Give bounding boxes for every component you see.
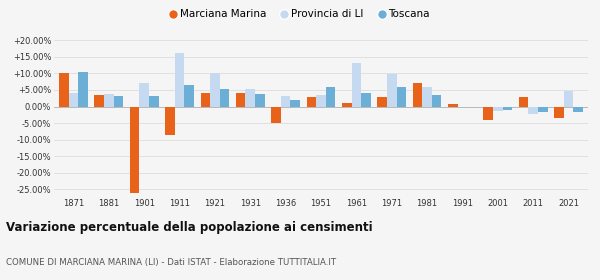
- Bar: [538, 106, 548, 113]
- Bar: [281, 95, 290, 106]
- Bar: [448, 104, 458, 106]
- Bar: [78, 72, 88, 106]
- Bar: [68, 93, 78, 106]
- Bar: [307, 97, 316, 106]
- Bar: [387, 74, 397, 106]
- Bar: [413, 83, 422, 106]
- Bar: [113, 96, 123, 106]
- Bar: [554, 106, 564, 118]
- Bar: [220, 89, 229, 106]
- Bar: [422, 87, 432, 106]
- Bar: [397, 87, 406, 106]
- Legend: Marciana Marina, Provincia di LI, Toscana: Marciana Marina, Provincia di LI, Toscan…: [166, 5, 434, 24]
- Bar: [165, 106, 175, 135]
- Bar: [342, 102, 352, 106]
- Bar: [130, 106, 139, 193]
- Bar: [94, 95, 104, 106]
- Bar: [432, 95, 442, 106]
- Bar: [377, 97, 387, 106]
- Bar: [255, 94, 265, 106]
- Bar: [361, 93, 371, 106]
- Bar: [564, 91, 574, 106]
- Bar: [529, 106, 538, 114]
- Bar: [484, 106, 493, 120]
- Bar: [149, 96, 158, 106]
- Bar: [316, 95, 326, 106]
- Text: Variazione percentuale della popolazione ai censimenti: Variazione percentuale della popolazione…: [6, 221, 373, 234]
- Bar: [184, 85, 194, 106]
- Bar: [574, 106, 583, 113]
- Bar: [290, 100, 300, 106]
- Bar: [245, 88, 255, 106]
- Bar: [139, 83, 149, 106]
- Bar: [200, 93, 210, 106]
- Bar: [104, 94, 113, 106]
- Text: COMUNE DI MARCIANA MARINA (LI) - Dati ISTAT - Elaborazione TUTTITALIA.IT: COMUNE DI MARCIANA MARINA (LI) - Dati IS…: [6, 258, 336, 267]
- Bar: [175, 53, 184, 106]
- Bar: [503, 106, 512, 110]
- Bar: [493, 106, 503, 111]
- Bar: [210, 73, 220, 106]
- Bar: [326, 87, 335, 106]
- Bar: [271, 106, 281, 123]
- Bar: [352, 63, 361, 106]
- Bar: [236, 93, 245, 106]
- Bar: [519, 97, 529, 106]
- Bar: [59, 73, 68, 106]
